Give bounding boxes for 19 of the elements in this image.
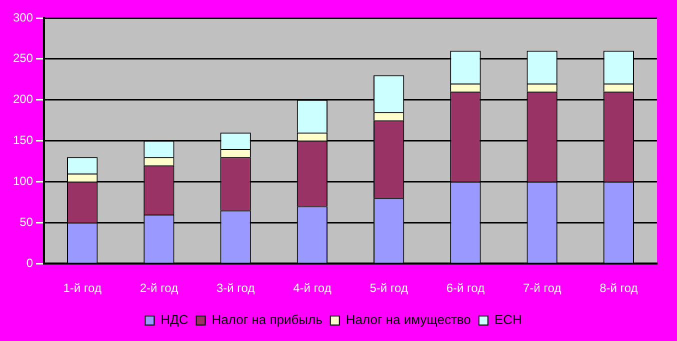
x-tick-label: 5-й год (370, 281, 408, 296)
y-tick-label: 150 (12, 133, 34, 148)
x-tick-label: 3-й год (216, 281, 255, 296)
x-tick-label: 4-й год (293, 281, 332, 296)
legend-label: Налог на имущество (346, 312, 471, 328)
y-tick-label: 250 (12, 51, 34, 66)
x-tick-label: 1-й год (63, 281, 102, 296)
legend-label: НДС (160, 312, 188, 328)
y-tick-label: 50 (20, 214, 34, 229)
legend-label: ЕСН (494, 312, 522, 328)
y-tick-label: 200 (12, 92, 34, 106)
y-tick-label: 100 (12, 174, 34, 188)
x-tick-label: 7-й год (522, 281, 562, 296)
legend-label: Налог на прибыль (212, 312, 323, 328)
y-tick-label: 300 (12, 10, 34, 24)
x-tick-label: 6-й год (446, 281, 485, 296)
x-tick-label: 2-й год (140, 281, 178, 296)
x-tick-label: 8-й год (600, 281, 638, 296)
y-tick-label: 0 (26, 256, 34, 270)
